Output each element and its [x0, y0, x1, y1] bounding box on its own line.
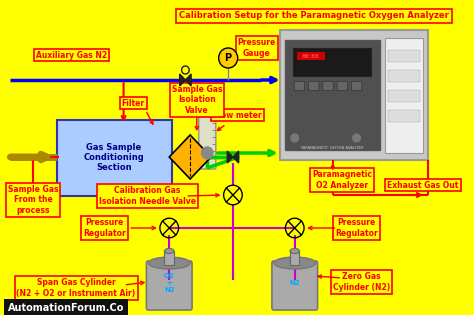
Text: Pressure
Regulator: Pressure Regulator: [83, 218, 126, 238]
FancyBboxPatch shape: [388, 110, 420, 122]
FancyBboxPatch shape: [388, 50, 420, 62]
Polygon shape: [169, 135, 211, 179]
Polygon shape: [180, 74, 185, 86]
Text: Flow meter: Flow meter: [213, 111, 262, 119]
Ellipse shape: [148, 257, 190, 269]
FancyBboxPatch shape: [285, 40, 380, 150]
FancyBboxPatch shape: [281, 30, 428, 160]
FancyBboxPatch shape: [199, 117, 216, 169]
Text: Span Gas Cylinder
(N2 + O2 or Instrument Air): Span Gas Cylinder (N2 + O2 or Instrument…: [17, 278, 136, 298]
FancyBboxPatch shape: [388, 70, 420, 82]
Text: Pressure
Regulator: Pressure Regulator: [335, 218, 378, 238]
Text: Calibration Gas
Isolation Needle Valve: Calibration Gas Isolation Needle Valve: [99, 186, 196, 206]
Text: Gas Sample
Conditioning
Section: Gas Sample Conditioning Section: [84, 143, 145, 172]
Text: PARAMAGNETIC OXYGEN ANALYZER: PARAMAGNETIC OXYGEN ANALYZER: [301, 146, 364, 150]
FancyBboxPatch shape: [337, 82, 347, 90]
Text: Exhaust Gas Out: Exhaust Gas Out: [387, 180, 459, 190]
FancyBboxPatch shape: [351, 82, 362, 90]
Text: Filter: Filter: [121, 99, 145, 107]
FancyBboxPatch shape: [309, 82, 319, 90]
FancyBboxPatch shape: [294, 82, 305, 90]
Ellipse shape: [164, 249, 174, 254]
Polygon shape: [185, 74, 191, 86]
Text: Sample Gas
From the
process: Sample Gas From the process: [8, 185, 58, 215]
Text: Calibration Setup for the Paramagnetic Oxygen Analyzer: Calibration Setup for the Paramagnetic O…: [179, 12, 449, 20]
Text: Pressure
Gauge: Pressure Gauge: [237, 38, 276, 58]
Text: Sample Gas
Isolation
Valve: Sample Gas Isolation Valve: [172, 85, 222, 115]
FancyBboxPatch shape: [293, 48, 371, 76]
FancyBboxPatch shape: [164, 251, 174, 265]
Text: AutomationForum.Co: AutomationForum.Co: [8, 303, 124, 313]
Text: O2
+
N2: O2 + N2: [164, 273, 174, 293]
Ellipse shape: [290, 249, 300, 254]
FancyBboxPatch shape: [272, 261, 318, 310]
Text: P: P: [225, 53, 232, 63]
Text: N2: N2: [290, 280, 300, 286]
FancyBboxPatch shape: [388, 90, 420, 102]
Ellipse shape: [274, 257, 316, 269]
FancyBboxPatch shape: [290, 251, 300, 265]
Circle shape: [219, 48, 237, 68]
Text: Paramagnetic
O2 Analyzer: Paramagnetic O2 Analyzer: [312, 170, 372, 190]
FancyBboxPatch shape: [385, 38, 423, 153]
Text: Auxiliary Gas N2: Auxiliary Gas N2: [36, 50, 107, 60]
Text: 88:88: 88:88: [302, 54, 320, 59]
Circle shape: [291, 134, 299, 142]
Polygon shape: [233, 151, 238, 163]
Circle shape: [201, 147, 213, 159]
FancyBboxPatch shape: [323, 82, 333, 90]
FancyBboxPatch shape: [56, 119, 172, 196]
FancyBboxPatch shape: [146, 261, 192, 310]
FancyBboxPatch shape: [297, 52, 325, 60]
Circle shape: [353, 134, 360, 142]
Text: Zero Gas
Cylinder (N2): Zero Gas Cylinder (N2): [333, 272, 390, 292]
Polygon shape: [227, 151, 233, 163]
